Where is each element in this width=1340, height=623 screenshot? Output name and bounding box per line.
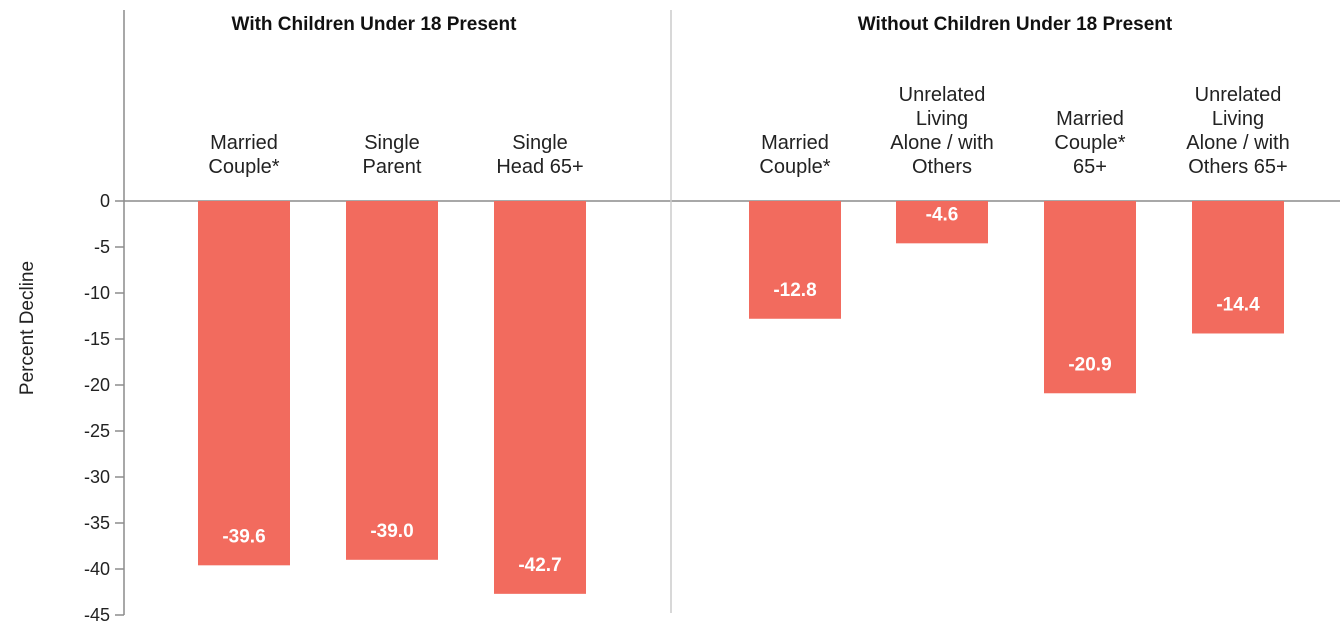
category-label: Single Parent	[363, 132, 422, 178]
category-label-line: Unrelated	[899, 84, 986, 106]
category-label-line: Couple*	[1054, 132, 1125, 154]
y-tick-label: -5	[94, 237, 110, 257]
category-label: Married Couple* 65+	[1054, 108, 1125, 178]
category-label-line: Alone / with	[890, 132, 993, 154]
y-tick-label: -15	[84, 329, 110, 349]
y-axis-title: Percent Decline	[17, 261, 38, 395]
category-label-line: Married	[761, 132, 829, 154]
category-label-line: Unrelated	[1195, 84, 1282, 106]
category-label-line: Couple*	[759, 156, 830, 178]
data-label: -42.7	[518, 555, 561, 576]
category-label-line: Living	[916, 108, 968, 130]
y-tick-label: -45	[84, 605, 110, 623]
category-label-line: Married	[1056, 108, 1124, 130]
category-label-line: Parent	[363, 156, 422, 178]
bars	[198, 201, 1284, 594]
category-label: Unrelated Living Alone / with Others 65+	[1186, 84, 1289, 178]
category-label: Single Head 65+	[496, 132, 583, 178]
data-label: -14.4	[1216, 294, 1260, 315]
category-label-line: Couple*	[208, 156, 279, 178]
category-label-line: Others	[912, 156, 972, 178]
category-label-line: Married	[210, 132, 278, 154]
category-label: Unrelated Living Alone / with Others	[890, 84, 993, 178]
y-tick-label: -10	[84, 283, 110, 303]
y-tick-label: -30	[84, 467, 110, 487]
bar	[346, 201, 438, 560]
group-title: Without Children Under 18 Present	[858, 14, 1173, 35]
bar	[1044, 201, 1136, 394]
category-label-line: Head 65+	[496, 156, 583, 178]
category-label-line: Others 65+	[1188, 156, 1288, 178]
category-label-line: Single	[364, 132, 420, 154]
data-label: -12.8	[773, 280, 816, 301]
bar	[198, 201, 290, 566]
y-tick-label: -20	[84, 375, 110, 395]
data-label: -20.9	[1068, 354, 1111, 375]
data-label: -39.6	[222, 526, 265, 547]
y-tick-label: -25	[84, 421, 110, 441]
bar	[896, 201, 988, 244]
category-label-line: Single	[512, 132, 568, 154]
category-label: Married Couple*	[208, 132, 279, 178]
category-label-line: Alone / with	[1186, 132, 1289, 154]
data-label: -39.0	[370, 521, 413, 542]
category-label-line: Living	[1212, 108, 1264, 130]
axis-layer	[115, 10, 1340, 616]
y-tick-label: -40	[84, 559, 110, 579]
category-label-line: 65+	[1073, 156, 1107, 178]
bar	[1192, 201, 1284, 334]
group-title: With Children Under 18 Present	[232, 14, 518, 35]
bar	[494, 201, 586, 594]
labels: 0 -5 -10 -15 -20 -25 -30 -35 -40 -45 With Children…	[84, 14, 1290, 623]
bar	[749, 201, 841, 319]
data-label: -4.6	[926, 204, 959, 225]
category-label: Married Couple*	[759, 132, 830, 178]
y-tick-label: -35	[84, 513, 110, 533]
y-tick-label: 0	[100, 191, 110, 211]
